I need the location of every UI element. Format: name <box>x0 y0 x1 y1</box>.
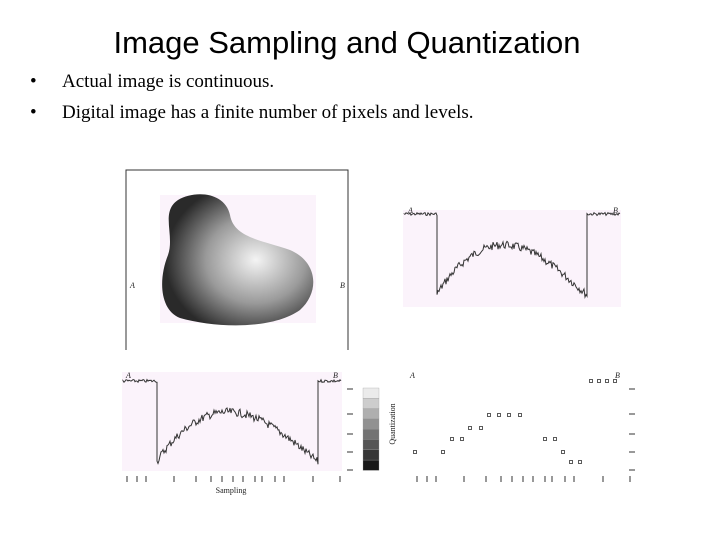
quantized-sample <box>413 450 417 454</box>
quantized-sample <box>460 437 464 441</box>
quantized-sample <box>605 379 609 383</box>
gray-level <box>362 449 380 461</box>
gray-level <box>362 418 380 430</box>
label-b: B <box>333 371 338 380</box>
label-b: B <box>615 371 620 380</box>
profile-curve <box>122 378 342 465</box>
label-a: A <box>407 206 413 215</box>
panel-background <box>122 372 342 471</box>
image-panel: A B <box>125 169 349 350</box>
quantized-sample <box>487 413 491 417</box>
x-label: Sampling <box>216 486 247 495</box>
slide-title: Image Sampling and Quantization <box>113 25 580 60</box>
profile-curve <box>403 211 621 299</box>
panel-background <box>403 210 621 307</box>
quantized-sample <box>497 413 501 417</box>
sampling-panel: A B Sampling Quantization <box>122 371 397 495</box>
bullet-dot: • <box>30 102 37 123</box>
gray-level <box>362 439 380 450</box>
quantized-sample <box>613 379 617 383</box>
gray-level <box>362 387 380 399</box>
quantized-sample <box>441 450 445 454</box>
bullet: Digital image has a finite number of pix… <box>62 102 474 123</box>
gray-level <box>362 408 380 420</box>
quantized-sample <box>450 437 454 441</box>
frame <box>125 169 349 350</box>
quantized-sample <box>569 460 573 464</box>
gray-level <box>362 398 380 409</box>
label-b: B <box>340 281 345 290</box>
quantized-panel: A B <box>409 371 635 482</box>
scale-label: Quantization <box>388 403 397 444</box>
quantized-sample <box>597 379 601 383</box>
image-blob <box>162 194 314 326</box>
label-b: B <box>613 206 618 215</box>
label-a: A <box>129 281 135 290</box>
gray-level <box>362 429 380 440</box>
quantized-sample <box>578 460 582 464</box>
quantized-sample <box>589 379 593 383</box>
quantized-sample <box>479 426 483 430</box>
bullet: Actual image is continuous. <box>62 71 274 92</box>
quantized-sample <box>543 437 547 441</box>
quantized-sample <box>553 437 557 441</box>
label-a: A <box>409 371 415 380</box>
quantized-sample <box>468 426 472 430</box>
quantized-sample <box>518 413 522 417</box>
profile-panel: A B <box>403 206 621 307</box>
quantized-sample <box>507 413 511 417</box>
quantized-sample <box>561 450 565 454</box>
bullet-dot: • <box>30 71 37 92</box>
gray-level <box>362 459 380 471</box>
label-a: A <box>125 371 131 380</box>
